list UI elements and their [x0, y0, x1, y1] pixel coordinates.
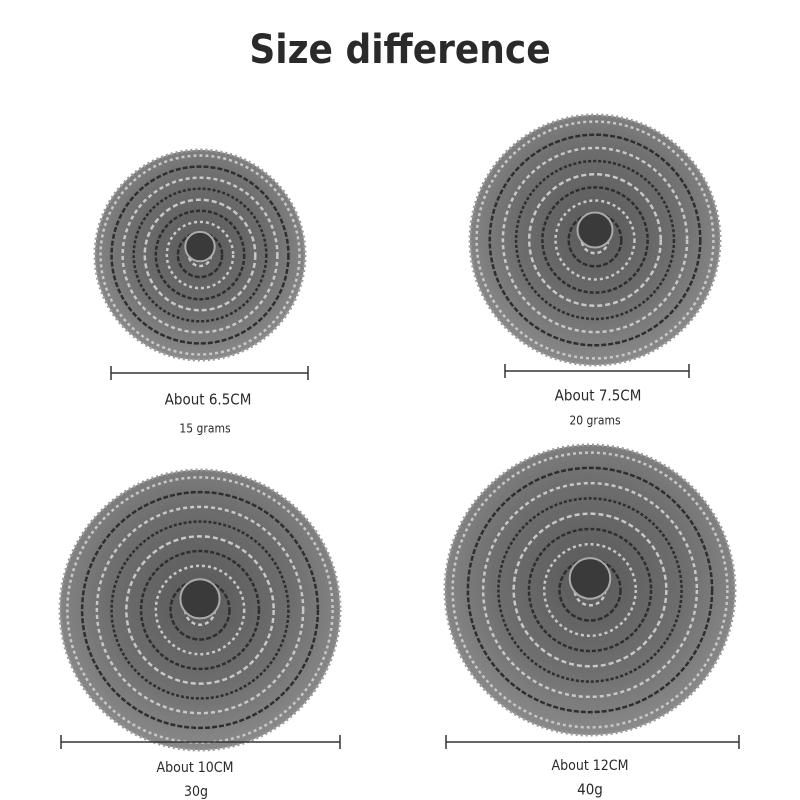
- wire-ring: [132, 187, 268, 323]
- wire-ring: [176, 231, 224, 279]
- wire-ring: [165, 220, 235, 290]
- wire-ring: [475, 120, 715, 360]
- scrubber-center: [576, 211, 614, 249]
- wire-ring: [110, 520, 290, 700]
- wire-ring: [121, 176, 279, 334]
- scrubber-center: [568, 557, 612, 600]
- weight-label: 40g: [577, 781, 603, 799]
- size-label: About 10CM: [157, 760, 234, 776]
- wire-ring: [95, 505, 305, 715]
- scrubber-rim: [468, 113, 722, 367]
- wire-ring: [488, 133, 702, 347]
- wire-ring: [514, 159, 676, 321]
- wire-ring: [541, 186, 649, 294]
- wire-ring: [99, 154, 301, 356]
- size-label: About 12CM: [552, 758, 629, 774]
- dimension-lines: [60, 364, 740, 749]
- wire-ring: [451, 451, 729, 729]
- scrubber-rim: [93, 148, 307, 362]
- wire-ring: [66, 476, 334, 744]
- wire-ring: [554, 199, 636, 281]
- weight-label: 30g: [184, 784, 208, 800]
- title: Size difference: [249, 27, 550, 73]
- wire-ring: [139, 549, 261, 671]
- scrubber: [58, 468, 342, 752]
- wire-ring: [169, 579, 231, 641]
- wire-ring: [481, 481, 699, 699]
- wire-ring: [527, 172, 663, 308]
- wire-ring: [110, 165, 290, 345]
- scrubber-center: [179, 578, 221, 620]
- scrubber: [443, 443, 737, 737]
- size-label: About 7.5CM: [555, 387, 642, 405]
- wire-ring: [125, 535, 275, 685]
- scrubber-center: [184, 230, 216, 263]
- size-label: About 6.5CM: [165, 391, 252, 409]
- wire-ring: [512, 512, 668, 668]
- wire-ring: [154, 564, 246, 656]
- wire-ring: [80, 490, 320, 730]
- wire-ring: [466, 466, 714, 714]
- scrubber-rim: [443, 443, 737, 737]
- scrubber-rim: [58, 468, 342, 752]
- scrubber: [93, 148, 307, 362]
- wire-ring: [497, 497, 683, 683]
- scrubbers: [58, 113, 737, 752]
- weight-label: 20 grams: [569, 414, 621, 428]
- wire-ring: [154, 209, 246, 301]
- wire-ring: [143, 198, 257, 312]
- wire-ring: [501, 146, 689, 334]
- wire-ring: [527, 527, 653, 653]
- weight-label: 15 grams: [179, 422, 231, 436]
- scrubber: [468, 113, 722, 367]
